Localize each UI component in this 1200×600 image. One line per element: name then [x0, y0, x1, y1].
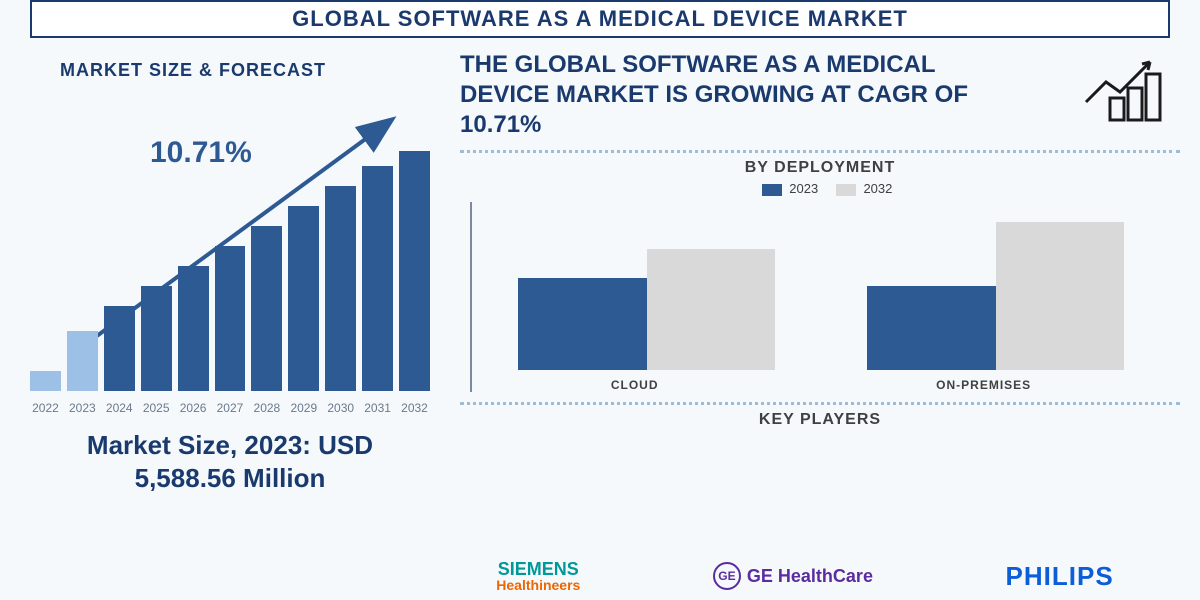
deployment-legend: 2023 2032 [460, 181, 1180, 196]
forecast-bar [362, 166, 393, 391]
legend-swatch-2023 [762, 184, 782, 196]
deployment-chart: CLOUD ON-PREMISES [470, 202, 1170, 392]
forecast-bar [215, 246, 246, 391]
market-size-line1: Market Size, 2023: USD [87, 430, 373, 460]
forecast-xlabel: 2025 [141, 401, 172, 415]
forecast-xlabel: 2032 [399, 401, 430, 415]
divider-2 [460, 402, 1180, 405]
forecast-xlabel: 2024 [104, 401, 135, 415]
forecast-bar [67, 331, 98, 391]
forecast-xlabel: 2030 [325, 401, 356, 415]
legend-label-2032: 2032 [863, 181, 892, 196]
forecast-bar [30, 371, 61, 391]
deployment-bar [867, 286, 995, 370]
legend-label-2023: 2023 [789, 181, 818, 196]
divider-1 [460, 150, 1180, 153]
left-column: MARKET SIZE & FORECAST 10.71% 2022202320… [20, 50, 440, 494]
deployment-bar [518, 278, 646, 370]
forecast-bar [325, 186, 356, 391]
growth-chart-icon [1080, 54, 1170, 124]
deployment-group [856, 222, 1135, 370]
headline-text: THE GLOBAL SOFTWARE AS A MEDICAL DEVICE … [460, 50, 1020, 140]
deployment-xlabel: CLOUD [611, 378, 659, 392]
forecast-xlabel: 2029 [288, 401, 319, 415]
player-ge-monogram: GE [713, 562, 741, 590]
player-ge-name: GE HealthCare [747, 566, 873, 587]
key-players-row: SIEMENS Healthineers GE GE HealthCare PH… [430, 560, 1180, 592]
forecast-xaxis: 2022 2023 2024 2025 2026 2027 2028 2029 2030 2031… [30, 401, 430, 415]
forecast-bar [178, 266, 209, 391]
forecast-bar [104, 306, 135, 391]
forecast-title: MARKET SIZE & FORECAST [60, 60, 440, 81]
forecast-xlabel: 2022 [30, 401, 61, 415]
forecast-bars [30, 131, 430, 391]
player-siemens: SIEMENS Healthineers [496, 560, 580, 592]
forecast-bar [251, 226, 282, 391]
legend-swatch-2032 [836, 184, 856, 196]
deployment-xaxis: CLOUD ON-PREMISES [472, 378, 1170, 392]
player-philips: PHILIPS [1006, 561, 1114, 592]
deployment-bar [996, 222, 1124, 370]
market-size-text: Market Size, 2023: USD 5,588.56 Million [20, 429, 440, 494]
player-siemens-name: SIEMENS [496, 560, 580, 578]
forecast-bar [141, 286, 172, 391]
forecast-bar [288, 206, 319, 391]
deployment-group [507, 249, 786, 370]
title-banner-text: GLOBAL SOFTWARE AS A MEDICAL DEVICE MARK… [292, 6, 908, 31]
forecast-xlabel: 2023 [67, 401, 98, 415]
player-siemens-sub: Healthineers [496, 578, 580, 592]
forecast-bar [399, 151, 430, 391]
deployment-title: BY DEPLOYMENT [460, 159, 1180, 177]
title-banner: GLOBAL SOFTWARE AS A MEDICAL DEVICE MARK… [30, 0, 1170, 38]
forecast-xlabel: 2027 [215, 401, 246, 415]
deployment-xlabel: ON-PREMISES [936, 378, 1031, 392]
forecast-chart: 10.71% 202220232024202520262027202820292… [20, 91, 440, 421]
key-players-title: KEY PLAYERS [460, 411, 1180, 429]
player-ge: GE GE HealthCare [713, 562, 873, 590]
right-column: THE GLOBAL SOFTWARE AS A MEDICAL DEVICE … [460, 50, 1180, 433]
market-size-line2: 5,588.56 Million [135, 463, 326, 493]
forecast-xlabel: 2028 [251, 401, 282, 415]
forecast-xlabel: 2026 [178, 401, 209, 415]
forecast-xlabel: 2031 [362, 401, 393, 415]
deployment-bars [472, 202, 1170, 370]
deployment-bar [647, 249, 775, 370]
